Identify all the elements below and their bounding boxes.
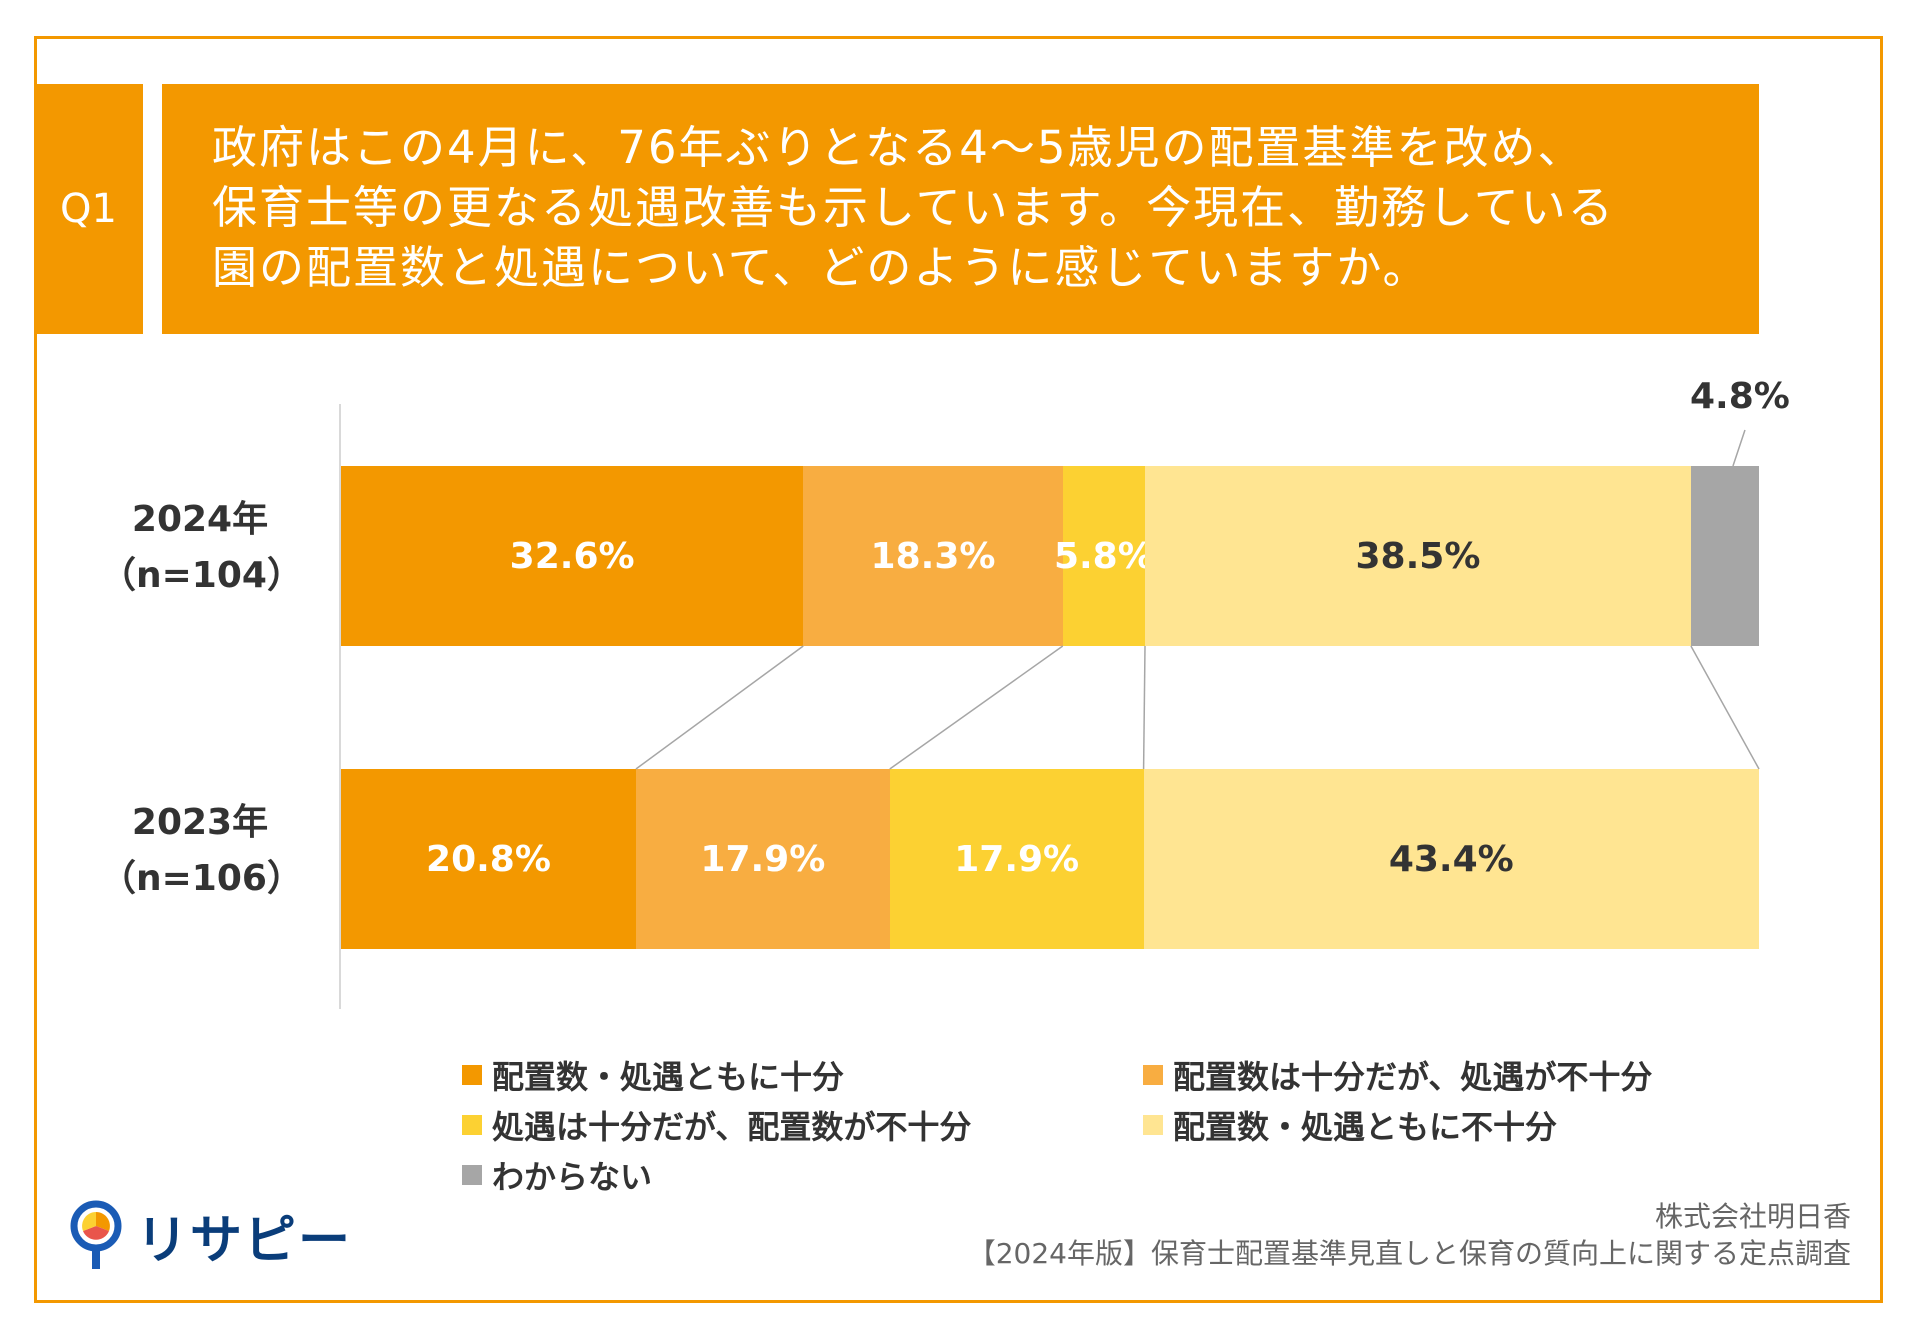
legend-label: 配置数・処遇ともに十分 [492,1058,845,1096]
data-label: 17.9% [954,838,1080,880]
question-line: 園の配置数と処遇について、どのように感じていますか。 [212,241,1430,294]
legend-label: 配置数・処遇ともに不十分 [1173,1108,1558,1146]
data-label: 38.5% [1355,535,1481,577]
row-label-2023: 2023年 （n=106） [100,795,303,907]
bar-segment: 32.6% [341,466,804,646]
legend-item: 処遇は十分だが、配置数が不十分 [462,1102,971,1148]
row-label-n: （n=104） [100,555,303,596]
category-axis-line [339,404,341,1009]
bar-segment: 20.8% [341,769,636,949]
bar-segment: 38.5% [1145,466,1691,646]
data-label: 32.6% [509,535,635,577]
bar-segment: 17.9% [635,769,890,949]
footer-company: 株式会社明日香 [1654,1200,1851,1233]
legend-swatch [1143,1065,1163,1085]
row-label-2024: 2024年 （n=104） [100,492,303,604]
bar-segment: 43.4% [1143,769,1759,949]
question-tag: Q1 [34,84,143,334]
bar-segment: 18.3% [803,466,1063,646]
question-line: 政府はこの4月に、76年ぶりとなる4〜5歳児の配置基準を改め、 [212,121,1585,174]
bar-segment: 5.8% [1054,466,1154,646]
data-label: 18.3% [870,535,996,577]
row-label-year: 2023年 [131,802,269,843]
legend-label: わからない [492,1158,653,1196]
legend-swatch [462,1165,482,1185]
data-label: 43.4% [1388,838,1514,880]
legend-swatch [1143,1115,1163,1135]
legend-label: 処遇は十分だが、配置数が不十分 [492,1108,972,1146]
data-label: 5.8% [1053,535,1154,577]
legend-swatch [462,1115,482,1135]
data-label: 17.9% [700,838,826,880]
bar-segment: 17.9% [889,769,1144,949]
question-box: 政府はこの4月に、76年ぶりとなる4〜5歳児の配置基準を改め、 保育士等の更なる… [162,84,1759,334]
row-label-n: （n=106） [100,858,303,899]
footer-survey: 【2024年版】保育士配置基準見直しと保育の質向上に関する定点調査 [967,1237,1851,1270]
map-pin-logo-icon [70,1200,122,1269]
legend-item: 配置数・処遇ともに不十分 [1143,1102,1557,1148]
data-label: 20.8% [426,838,551,880]
brand-name: リサピー [136,1211,353,1271]
legend-item: 配置数・処遇ともに十分 [462,1052,844,1098]
legend-swatch [462,1065,482,1085]
legend-item: 配置数は十分だが、処遇が不十分 [1143,1052,1652,1098]
row-label-year: 2024年 [131,499,269,540]
legend-label: 配置数は十分だが、処遇が不十分 [1173,1058,1653,1096]
outer-frame [34,36,1883,1303]
data-label-outside: 4.8% [1690,376,1790,417]
bar-segment [1690,466,1759,646]
legend-item: わからない [462,1152,652,1198]
legend: 配置数・処遇ともに十分 配置数は十分だが、処遇が不十分 処遇は十分だが、配置数が… [462,1052,1762,1202]
question-line: 保育士等の更なる処遇改善も示しています。今現在、勤務している [212,181,1615,234]
brand-logo: リサピー [70,1198,352,1273]
